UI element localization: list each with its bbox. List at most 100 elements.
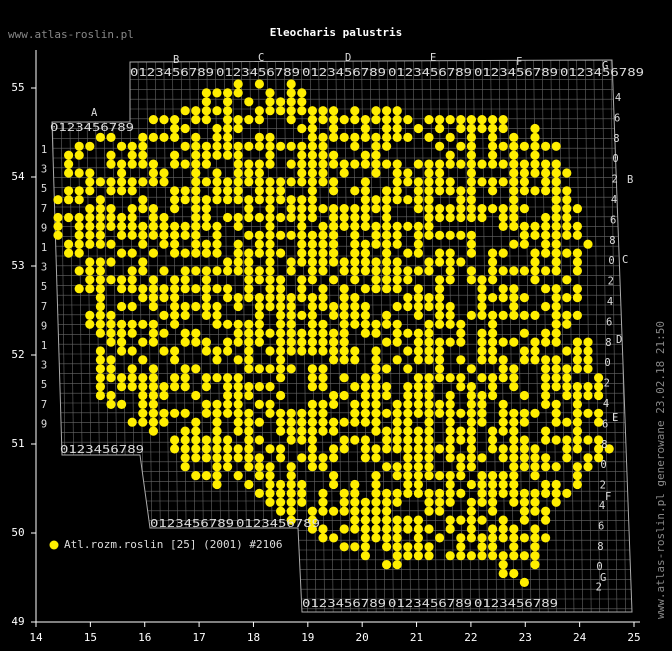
occurrence-dot (350, 355, 360, 365)
occurrence-dot (488, 435, 498, 445)
occurrence-dot (562, 453, 572, 463)
occurrence-dot (413, 221, 423, 231)
occurrence-dot (276, 337, 286, 347)
occurrence-dot (339, 310, 349, 320)
occurrence-dot (477, 390, 487, 401)
occurrence-dot (307, 373, 317, 383)
occurrence-dot (106, 212, 116, 223)
occurrence-dot (244, 212, 254, 223)
occurrence-dot (233, 79, 243, 89)
occurrence-dot (413, 515, 423, 525)
occurrence-dot (350, 293, 360, 303)
occurrence-dot (329, 417, 339, 427)
occurrence-dot (297, 310, 307, 320)
occurrence-dot (201, 293, 211, 303)
occurrence-dot (466, 364, 476, 374)
occurrence-dot (456, 204, 466, 214)
occurrence-dot (392, 337, 402, 347)
occurrence-dot (541, 212, 551, 223)
occurrence-dot (541, 506, 551, 516)
occurrence-dot (170, 221, 180, 231)
occurrence-dot (276, 497, 286, 507)
occurrence-dot (265, 408, 275, 418)
occurrence-dot (265, 141, 275, 151)
occurrence-dot (541, 435, 551, 445)
occurrence-dot (382, 257, 392, 267)
occurrence-dot (233, 123, 243, 134)
occurrence-dot (138, 390, 148, 401)
occurrence-dot (85, 275, 95, 285)
occurrence-dot (509, 426, 519, 436)
occurrence-dot (445, 310, 455, 320)
occurrence-dot (244, 408, 254, 418)
occurrence-dot (138, 230, 148, 240)
occurrence-dot (350, 506, 360, 516)
occurrence-dot (403, 275, 413, 285)
occurrence-dot (223, 346, 233, 356)
occurrence-dot (424, 542, 434, 552)
occurrence-dot (392, 497, 402, 507)
occurrence-dot (191, 426, 201, 436)
occurrence-dot (562, 221, 572, 231)
occurrence-dot (138, 284, 148, 294)
occurrence-dot (201, 444, 211, 454)
occurrence-dot (159, 417, 169, 427)
occurrence-dot (117, 248, 127, 258)
occurrence-dot (276, 479, 286, 490)
occurrence-dot (562, 382, 572, 392)
occurrence-dot (85, 186, 95, 196)
occurrence-dot (477, 115, 487, 125)
occurrence-dot (201, 346, 211, 356)
occurrence-dot (265, 284, 275, 294)
occurrence-dot (180, 382, 190, 392)
occurrence-dot (339, 524, 349, 534)
grid-outline (51, 59, 633, 613)
occurrence-dot (339, 115, 349, 125)
occurrence-dot (223, 408, 233, 418)
occurrence-dot (551, 479, 561, 490)
occurrence-dot (498, 488, 508, 498)
occurrence-dot (180, 310, 190, 320)
occurrence-dot (445, 408, 455, 418)
occurrence-dot (392, 275, 402, 285)
occurrence-dot (106, 239, 116, 249)
occurrence-dot (360, 435, 370, 445)
occurrence-dot (223, 319, 233, 329)
occurrence-dot (350, 106, 360, 116)
occurrence-dot (509, 266, 519, 276)
occurrence-dot (572, 266, 583, 276)
occurrence-dot (254, 462, 264, 472)
grid-line (60, 60, 67, 612)
occurrence-dot (64, 186, 74, 196)
occurrence-dot (297, 123, 307, 134)
grid-digits: 0123456789 (130, 67, 214, 79)
y-tick-label: 52 (11, 348, 24, 361)
occurrence-dot (435, 444, 445, 454)
occurrence-dot (148, 177, 158, 187)
occurrence-dot (254, 319, 264, 329)
occurrence-dot (265, 471, 275, 481)
occurrence-dot (403, 221, 413, 231)
occurrence-dot (233, 257, 243, 267)
occurrence-dot (413, 488, 423, 498)
occurrence-dot (307, 346, 317, 356)
grid-digits: 4 (615, 92, 621, 104)
occurrence-dot (148, 212, 158, 223)
occurrence-dot (572, 462, 583, 472)
occurrence-dot (180, 337, 190, 347)
occurrence-dot (477, 284, 487, 294)
occurrence-dot (297, 195, 307, 205)
occurrence-dot (74, 150, 84, 160)
occurrence-dot (307, 141, 317, 151)
occurrence-dot (541, 515, 551, 525)
occurrence-dot (286, 506, 296, 516)
occurrence-dot (138, 159, 148, 169)
occurrence-dot (466, 123, 476, 134)
occurrence-dot (392, 123, 402, 134)
occurrence-dot (254, 195, 264, 205)
occurrence-dot (509, 212, 519, 223)
occurrence-dot (95, 284, 105, 294)
occurrence-dot (360, 177, 370, 187)
occurrence-dot (191, 390, 201, 401)
occurrence-dot (466, 266, 476, 276)
